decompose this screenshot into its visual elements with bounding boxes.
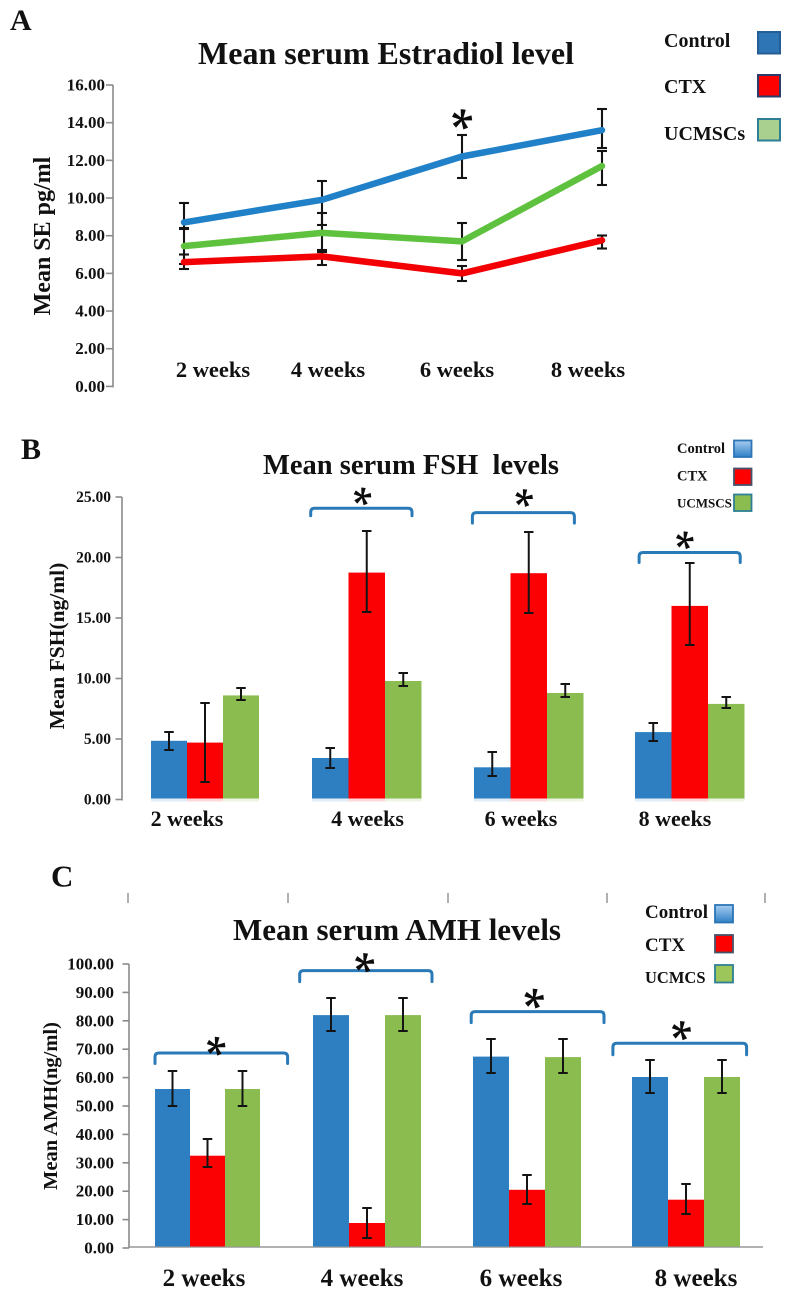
svg-text:CTX: CTX [677, 469, 708, 485]
svg-text:Mean serum AMH levels: Mean serum AMH levels [233, 912, 561, 947]
svg-text:6 weeks: 6 weeks [480, 1265, 563, 1292]
svg-text:2.00: 2.00 [75, 339, 105, 358]
svg-text:8 weeks: 8 weeks [639, 806, 712, 831]
svg-text:70.00: 70.00 [76, 1040, 114, 1059]
svg-text:60.00: 60.00 [76, 1068, 114, 1087]
svg-text:10.00: 10.00 [76, 671, 111, 688]
svg-text:CTX: CTX [645, 935, 685, 956]
svg-text:Mean serum FSH levels: Mean serum FSH levels [263, 450, 559, 481]
svg-text:Control: Control [677, 441, 725, 457]
svg-text:Mean serum Estradiol level: Mean serum Estradiol level [198, 35, 574, 71]
svg-text:20.00: 20.00 [76, 550, 111, 567]
svg-text:A: A [10, 4, 32, 37]
svg-text:C: C [51, 859, 73, 894]
svg-text:25.00: 25.00 [76, 489, 111, 506]
svg-text:Mean AMH(ng/ml): Mean AMH(ng/ml) [40, 1022, 62, 1190]
svg-text:30.00: 30.00 [76, 1153, 114, 1172]
svg-text:2 weeks: 2 weeks [176, 357, 251, 382]
svg-text:12.00: 12.00 [67, 151, 105, 170]
svg-text:Mean SE pg/ml: Mean SE pg/ml [30, 156, 56, 315]
svg-text:Control: Control [664, 30, 731, 52]
svg-text:0.00: 0.00 [84, 1239, 114, 1258]
svg-text:0.00: 0.00 [84, 792, 111, 809]
svg-text:6 weeks: 6 weeks [485, 806, 558, 831]
svg-text:10.00: 10.00 [76, 1210, 114, 1229]
svg-text:6 weeks: 6 weeks [420, 357, 495, 382]
svg-text:16.00: 16.00 [67, 76, 105, 95]
svg-text:80.00: 80.00 [76, 1011, 114, 1030]
svg-text:B: B [21, 433, 41, 466]
svg-text:50.00: 50.00 [76, 1097, 114, 1116]
svg-text:UCMSCs: UCMSCs [664, 123, 745, 145]
svg-text:4 weeks: 4 weeks [291, 357, 366, 382]
svg-text:6.00: 6.00 [75, 264, 105, 283]
svg-text:CTX: CTX [664, 76, 707, 98]
svg-text:UCMSCS: UCMSCS [677, 496, 732, 511]
svg-text:Control: Control [645, 902, 708, 923]
svg-text:8.00: 8.00 [75, 226, 105, 245]
svg-text:20.00: 20.00 [76, 1182, 114, 1201]
svg-text:15.00: 15.00 [76, 610, 111, 627]
svg-text:4 weeks: 4 weeks [331, 806, 404, 831]
svg-text:14.00: 14.00 [67, 113, 105, 132]
svg-text:8 weeks: 8 weeks [551, 357, 626, 382]
svg-text:40.00: 40.00 [76, 1125, 114, 1144]
svg-text:10.00: 10.00 [67, 189, 105, 208]
svg-text:5.00: 5.00 [84, 731, 111, 748]
svg-text:100.00: 100.00 [67, 955, 114, 974]
svg-text:Mean FSH(ng/ml): Mean FSH(ng/ml) [45, 563, 69, 730]
svg-text:0.00: 0.00 [75, 377, 105, 396]
svg-text:4 weeks: 4 weeks [321, 1265, 404, 1292]
svg-text:90.00: 90.00 [76, 983, 114, 1002]
svg-text:8 weeks: 8 weeks [655, 1265, 738, 1292]
svg-text:4.00: 4.00 [75, 302, 105, 321]
svg-text:2 weeks: 2 weeks [163, 1265, 246, 1292]
svg-text:UCMCS: UCMCS [645, 968, 706, 987]
svg-text:2 weeks: 2 weeks [151, 806, 224, 831]
